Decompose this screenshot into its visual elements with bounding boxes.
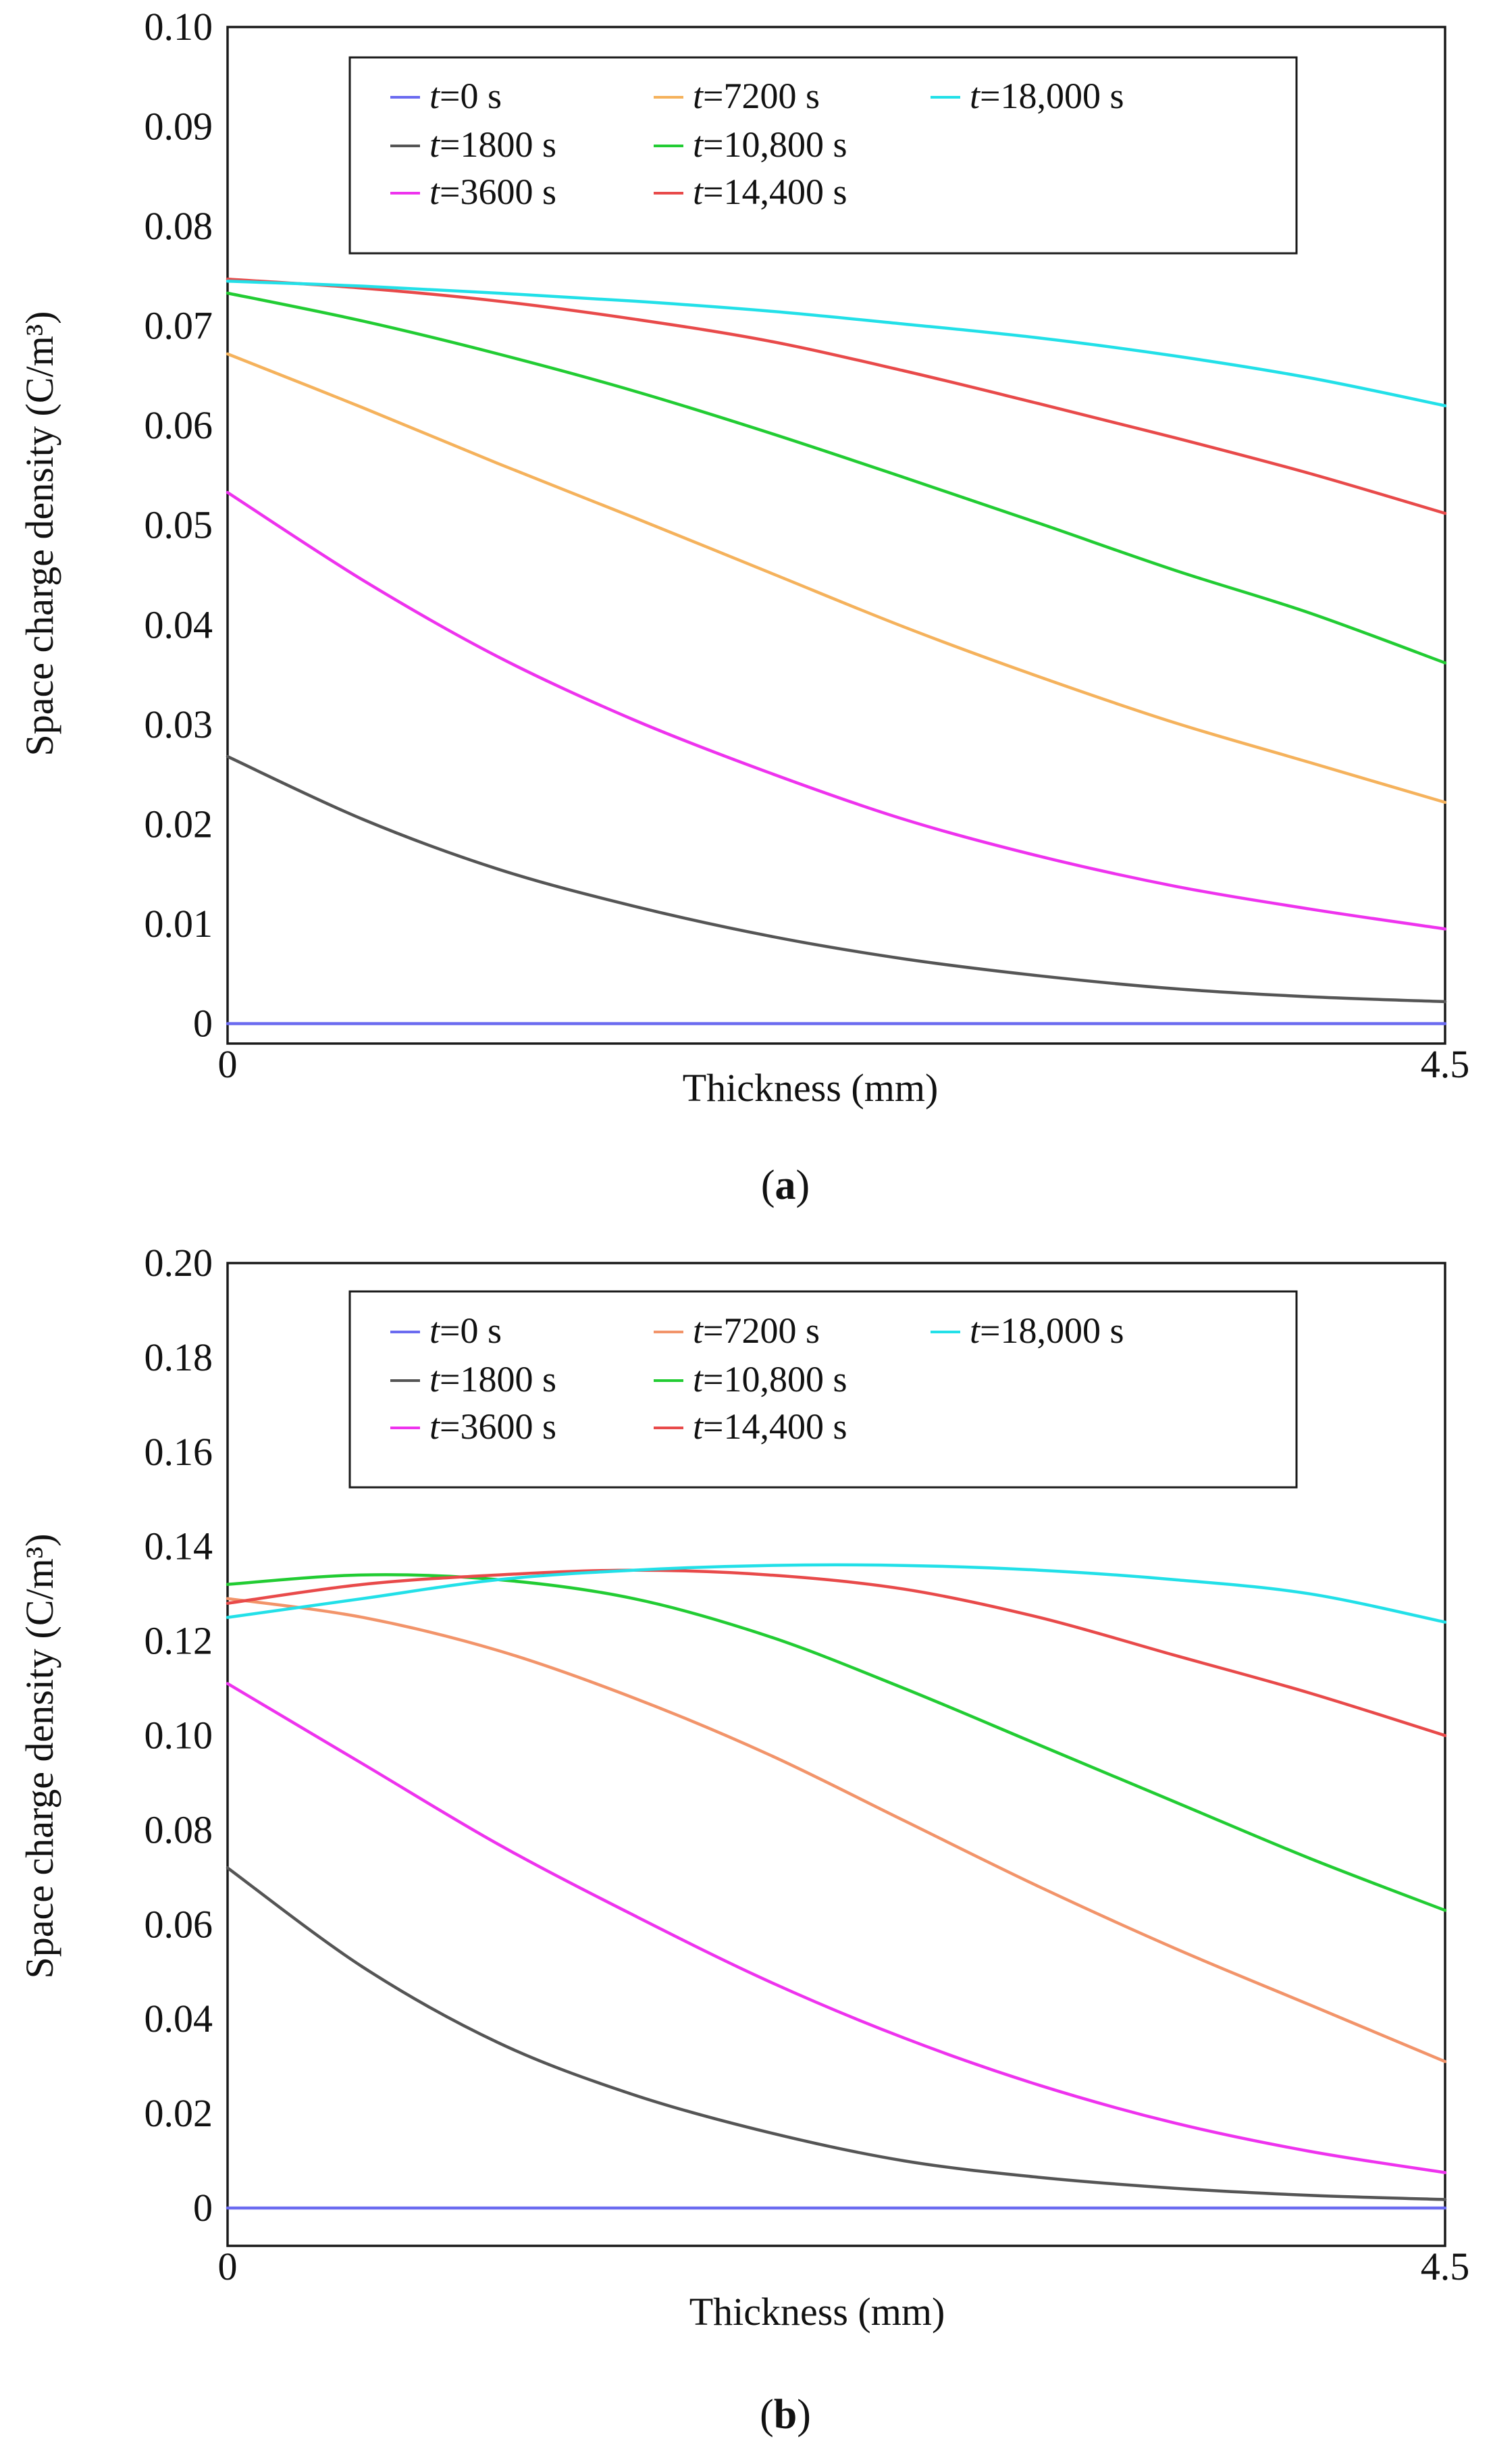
y-tick-label: 0.08: [145, 204, 213, 248]
y-tick-label: 0.20: [145, 1241, 213, 1285]
series-line-t-3600-s: [226, 1682, 1447, 2174]
legend-entry: t=18,000 s: [970, 76, 1124, 116]
panel-a-y-axis-title: Space charge density (C/m³): [18, 311, 61, 756]
series-line-t-18-000-s: [226, 280, 1447, 407]
panel-b-chart: 0 0.02 0.04 0.06 0.08 0.10 0.12 0.14 0.16 0.18 0.2…: [18, 1241, 1469, 2438]
panel-b-plot-area: [226, 1262, 1446, 2247]
y-tick-label: 0.07: [145, 304, 213, 348]
panel-b-legend: t=0 s t=1800 s t=3600 s t=7200 s t=10,800 s t…: [348, 1290, 1298, 1489]
legend-entry: t=7200 s: [693, 76, 820, 116]
panel-a-plot-area: [226, 26, 1446, 1045]
y-tick-label: 0: [193, 2186, 213, 2230]
series-line-t-1800-s: [226, 1866, 1447, 2201]
y-tick-label: 0.16: [145, 1430, 213, 1474]
panel-a-x-axis-title: Thickness (mm): [683, 1066, 939, 1110]
panel-b-legend-box: [348, 1290, 1298, 1489]
legend-entry: t=10,800 s: [693, 1359, 847, 1400]
legend-entry: t=7200 s: [693, 1310, 820, 1351]
legend-entry: t=3600 s: [429, 1406, 556, 1447]
y-tick-label: 0.05: [145, 503, 213, 547]
x-tick-label: 0: [218, 1042, 238, 1086]
y-tick-label: 0.10: [145, 1714, 213, 1757]
series-line-t-14-400-s: [226, 278, 1447, 515]
legend-entry: t=0 s: [429, 76, 502, 116]
panel-a-caption-letter: a: [775, 1162, 796, 1208]
series-line-t-1800-s: [226, 754, 1447, 1004]
y-tick-label: 0.06: [145, 403, 213, 447]
x-tick-label: 0: [218, 2244, 238, 2288]
panel-b-x-tick-labels: 0 4.5: [218, 2244, 1470, 2288]
y-tick-label: 0.06: [145, 1902, 213, 1946]
y-tick-label: 0.12: [145, 1619, 213, 1663]
panel-a-series: [226, 278, 1447, 1025]
y-tick-label: 0.09: [145, 105, 213, 149]
panel-a-legend: t=0 s t=1800 s t=3600 s t=7200 s t=10,800 s t…: [348, 56, 1298, 255]
y-tick-label: 0.10: [145, 5, 213, 49]
y-tick-label: 0.04: [145, 602, 213, 646]
panel-a-chart: 0 0.01 0.02 0.03 0.04 0.05 0.06 0.07 0.08 0.09 0.1…: [18, 5, 1469, 1208]
series-line-t-7200-s: [226, 352, 1447, 804]
panel-a-y-tick-labels: 0 0.01 0.02 0.03 0.04 0.05 0.06 0.07 0.08 0.09 0.1…: [145, 5, 213, 1045]
panel-a-caption: (a): [761, 1162, 810, 1208]
x-tick-label: 4.5: [1421, 2244, 1470, 2288]
panel-b-x-axis-title: Thickness (mm): [689, 2290, 945, 2334]
legend-entry: t=14,400 s: [693, 1406, 847, 1447]
legend-entry: t=18,000 s: [970, 1310, 1124, 1351]
y-tick-label: 0.03: [145, 702, 213, 746]
series-line-t-14-400-s: [226, 1568, 1447, 1737]
x-tick-label: 4.5: [1421, 1042, 1470, 1086]
panel-b-series: [226, 1563, 1447, 2210]
legend-entry: t=1800 s: [429, 1359, 556, 1400]
panel-b-caption: (b): [760, 2392, 811, 2438]
y-tick-label: 0: [193, 1001, 213, 1045]
y-tick-label: 0.02: [145, 802, 213, 846]
y-tick-label: 0.01: [145, 902, 213, 946]
panel-a-x-tick-labels: 0 4.5: [218, 1042, 1470, 1086]
legend-entry: t=10,800 s: [693, 124, 847, 165]
panel-b-y-axis-title: Space charge density (C/m³): [18, 1534, 61, 1979]
legend-entry: t=3600 s: [429, 172, 556, 212]
panel-b-y-tick-labels: 0 0.02 0.04 0.06 0.08 0.10 0.12 0.14 0.16 0.18 0.2…: [145, 1241, 213, 2230]
y-tick-label: 0.04: [145, 1997, 213, 2040]
series-line-t-18-000-s: [226, 1563, 1447, 1624]
series-line-t-10-800-s: [226, 291, 1447, 665]
series-line-t-3600-s: [226, 490, 1447, 931]
series-line-t-7200-s: [226, 1597, 1447, 2063]
series-line-t-10-800-s: [226, 1573, 1447, 1912]
legend-entry: t=14,400 s: [693, 172, 847, 212]
y-tick-label: 0.08: [145, 1807, 213, 1851]
panel-b-caption-letter: b: [774, 2392, 797, 2438]
legend-entry: t=1800 s: [429, 124, 556, 165]
y-tick-label: 0.02: [145, 2091, 213, 2135]
y-tick-label: 0.14: [145, 1524, 213, 1568]
legend-entry: t=0 s: [429, 1310, 502, 1351]
panel-a-legend-box: [348, 56, 1298, 255]
y-tick-label: 0.18: [145, 1335, 213, 1379]
